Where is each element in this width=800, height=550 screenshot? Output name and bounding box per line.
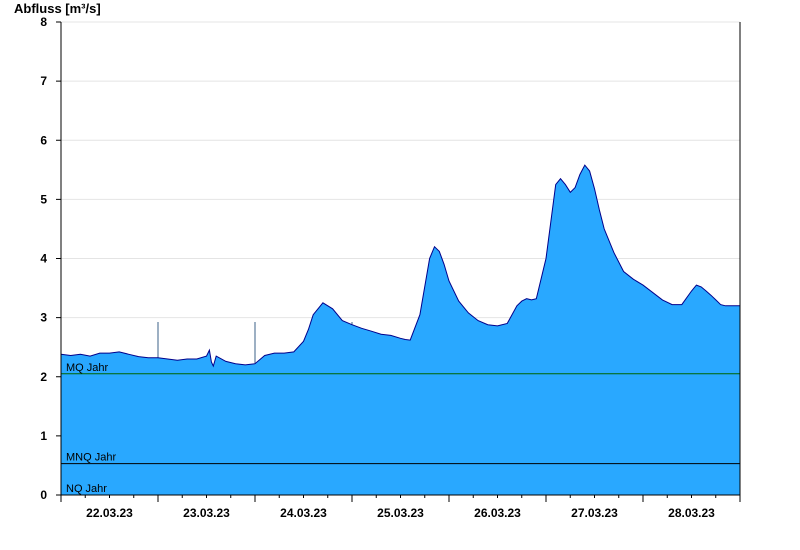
chart-title: Abfluss [m³/s]: [14, 1, 101, 16]
x-tick-label: 24.03.23: [280, 506, 327, 520]
discharge-line: [60, 164, 740, 368]
x-tick-label: 22.03.23: [86, 506, 133, 520]
x-tick-label: 23.03.23: [183, 506, 230, 520]
y-tick-label: 5: [40, 192, 47, 206]
y-tick-label: 0: [40, 488, 47, 502]
discharge-area: [61, 165, 740, 495]
y-tick-label: 3: [40, 311, 47, 325]
axes: [56, 21, 741, 502]
y-tick-label: 2: [40, 370, 47, 384]
reference-lines: MQ Jahr MNQ Jahr NQ Jahr: [61, 362, 740, 495]
reference-label: MQ Jahr: [66, 362, 109, 374]
x-tick-label: 26.03.23: [474, 506, 521, 520]
x-tick-label: 25.03.23: [377, 506, 424, 520]
tick-labels: 0 1 2 3 4 5 6 7 8 22.03.23 23.03.23 24.03.23 25.03.2…: [40, 15, 715, 520]
y-tick-label: 4: [40, 252, 47, 266]
y-tick-label: 8: [40, 15, 47, 29]
y-tick-label: 1: [40, 429, 47, 443]
area-layer: [60, 164, 740, 495]
x-tick-label: 28.03.23: [668, 506, 715, 520]
x-tick-label: 27.03.23: [571, 506, 618, 520]
y-tick-label: 6: [40, 133, 47, 147]
y-tick-label: 7: [40, 74, 47, 88]
reference-label: MNQ Jahr: [66, 452, 116, 464]
reference-label: NQ Jahr: [66, 483, 107, 495]
